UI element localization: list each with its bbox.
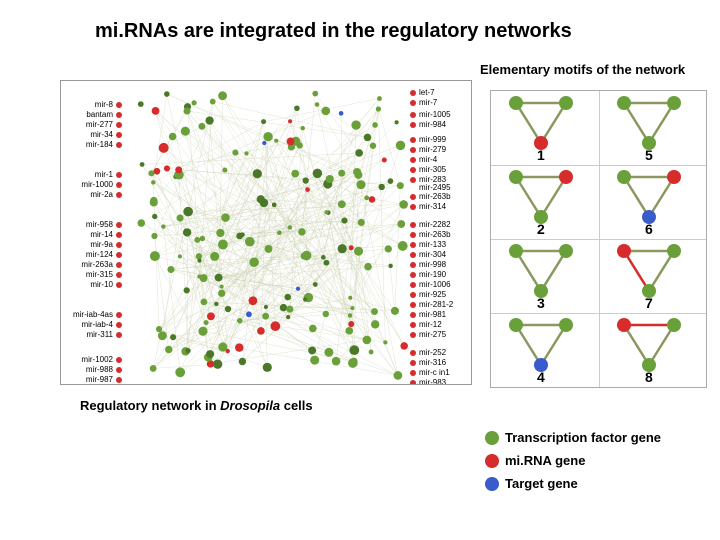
- mirna-label: mir-10: [90, 281, 113, 290]
- mirna-label: mir-998: [419, 261, 446, 270]
- legend-dot-icon: [485, 454, 499, 468]
- mirna-label: mir-316: [419, 359, 446, 368]
- motifs-diagram: 1 5 2 6 3 7 4 8: [490, 90, 707, 388]
- mirna-label: mir-987: [86, 376, 113, 385]
- mirna-label: mir-iab-4as: [73, 311, 113, 320]
- mirna-label: mir-9a: [90, 241, 113, 250]
- mirna-label: mir-263b: [419, 193, 451, 202]
- mirna-label: mir-981: [419, 311, 446, 320]
- motif-cell: [599, 313, 707, 387]
- mirna-label: mir-12: [419, 321, 442, 330]
- legend-label: Target gene: [505, 476, 578, 491]
- mirna-label: mir-263a: [81, 261, 113, 270]
- motif-id: 7: [645, 295, 653, 311]
- mirna-label: mir-984: [419, 121, 446, 130]
- mirna-label: mir-315: [86, 271, 113, 280]
- mirna-label: mir-4: [419, 156, 437, 165]
- mirna-label: bantam: [86, 111, 113, 120]
- mirna-label: let-7: [419, 89, 435, 98]
- network-caption: Regulatory network in Drosopila cells: [80, 398, 313, 413]
- mirna-label: mir-7: [419, 99, 437, 108]
- motif-cell: [491, 165, 599, 239]
- mirna-label: mir-305: [419, 166, 446, 175]
- mirna-label: mir-1002: [81, 356, 113, 365]
- motif-id: 5: [645, 147, 653, 163]
- mirna-label: mir-988: [86, 366, 113, 375]
- page-title: mi.RNAs are integrated in the regulatory…: [95, 20, 572, 43]
- mirna-label: mir-1: [95, 171, 113, 180]
- network-diagram: mir-8bantammir-277mir-34mir-184mir-1mir-…: [60, 80, 472, 385]
- mirna-label: mir-8: [95, 101, 113, 110]
- motif-cell: [491, 239, 599, 313]
- mirna-label: mir-311: [86, 331, 113, 340]
- mirna-label: mir-34: [90, 131, 113, 140]
- motif-id: 8: [645, 369, 653, 385]
- legend: Transcription factor gene mi.RNA gene Targ…: [485, 430, 661, 499]
- motif-cell: [491, 313, 599, 387]
- motif-cell: [599, 165, 707, 239]
- legend-item: Transcription factor gene: [485, 430, 661, 445]
- mirna-label: mir-133: [419, 241, 446, 250]
- mirna-label: mir-184: [86, 141, 113, 150]
- mirna-label: mir-999: [419, 136, 446, 145]
- mirna-label: mir-124: [86, 251, 113, 260]
- mirna-label: mir-304: [419, 251, 446, 260]
- mirna-label: mir-925: [419, 291, 446, 300]
- mirna-label: mir-2282: [419, 221, 451, 230]
- mirna-label: mir-2a: [90, 191, 113, 200]
- mirna-label: mir-275: [419, 331, 446, 340]
- motif-id: 6: [645, 221, 653, 237]
- motif-id: 2: [537, 221, 545, 237]
- mirna-label: mir-263b: [419, 231, 451, 240]
- motif-id: 1: [537, 147, 545, 163]
- mirna-label: mir-1005: [419, 111, 451, 120]
- mirna-label: mir-c in1: [419, 369, 450, 378]
- mirna-label: mir-190: [419, 271, 446, 280]
- legend-label: Transcription factor gene: [505, 430, 661, 445]
- mirna-label: mir-281-2: [419, 301, 453, 310]
- mirna-label: mir-1000: [81, 181, 113, 190]
- mirna-label: mir-252: [419, 349, 446, 358]
- legend-dot-icon: [485, 477, 499, 491]
- mirna-label: mir-983: [419, 379, 446, 385]
- legend-label: mi.RNA gene: [505, 453, 585, 468]
- mirna-label: mir-iab-4: [81, 321, 113, 330]
- legend-item: Target gene: [485, 476, 661, 491]
- mirna-label: mir-277: [86, 121, 113, 130]
- mirna-label: mir-1006: [419, 281, 451, 290]
- mirna-label: mir-314: [419, 203, 446, 212]
- mirna-label: mir-958: [86, 221, 113, 230]
- mirna-label: mir-14: [90, 231, 113, 240]
- motif-id: 3: [537, 295, 545, 311]
- motif-cell: [599, 91, 707, 165]
- mirna-label: mir-279: [419, 146, 446, 155]
- motifs-caption: Elementary motifs of the network: [480, 62, 685, 77]
- motif-cell: [599, 239, 707, 313]
- motif-cell: [491, 91, 599, 165]
- motif-id: 4: [537, 369, 545, 385]
- legend-item: mi.RNA gene: [485, 453, 661, 468]
- legend-dot-icon: [485, 431, 499, 445]
